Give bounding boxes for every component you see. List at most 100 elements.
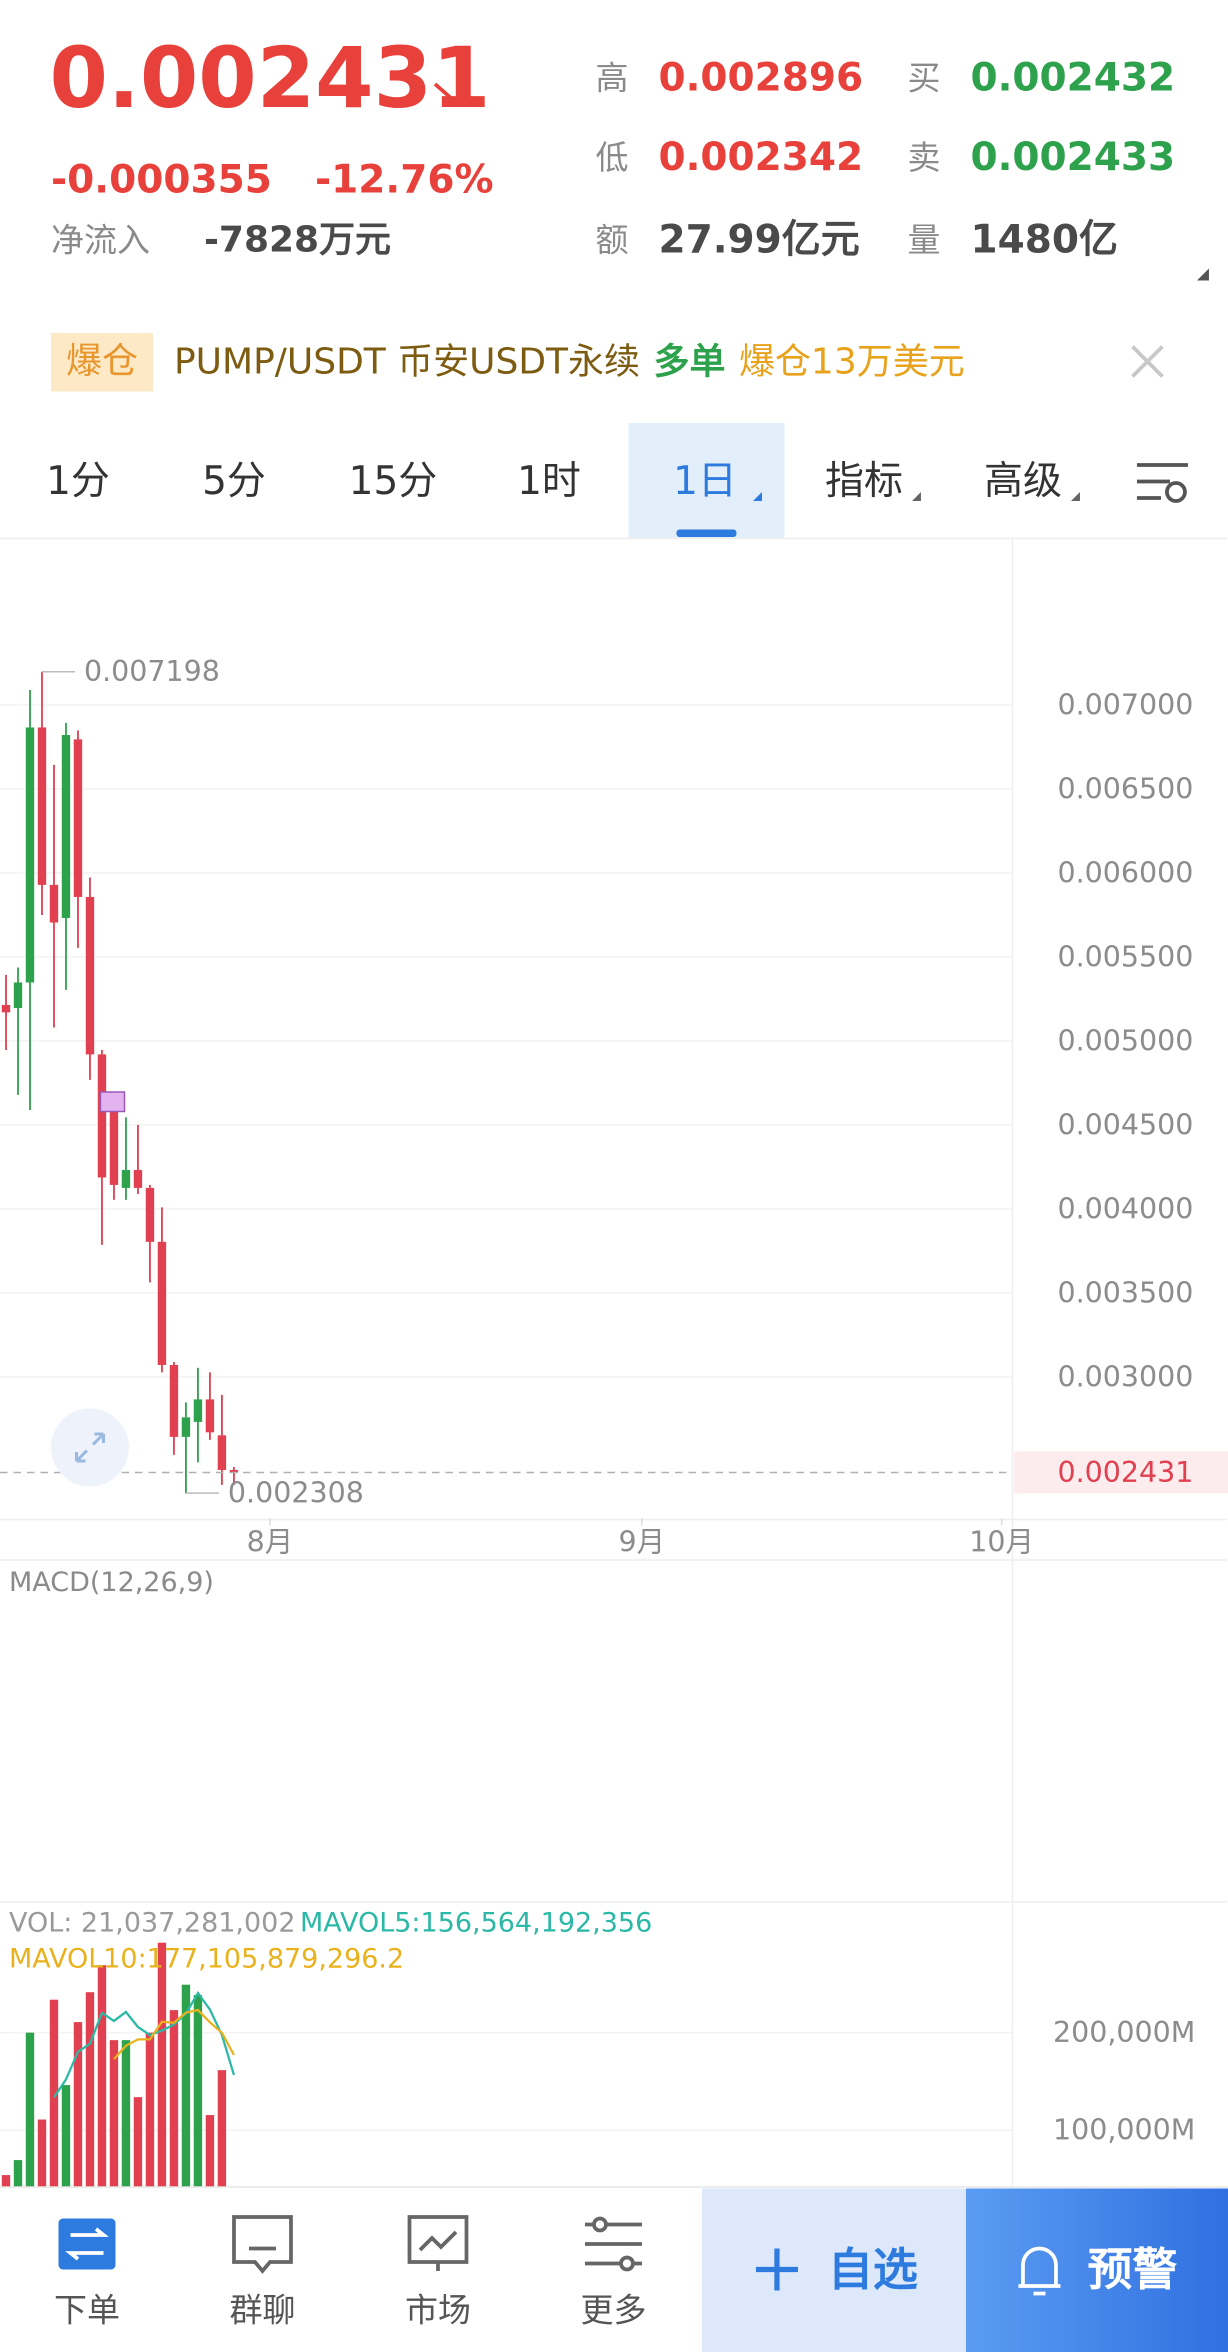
- alert-button[interactable]: [965, 2188, 1228, 2352]
- min-label: 0.002308: [228, 1477, 364, 1510]
- nav-label[interactable]: 下单: [54, 2290, 120, 2329]
- nav-label[interactable]: 更多: [580, 2290, 646, 2329]
- candle-body: [73, 739, 83, 897]
- change: -0.000355: [51, 157, 272, 202]
- candle-body: [1, 1004, 11, 1013]
- candle-body: [37, 727, 47, 885]
- candle-body: [157, 1241, 167, 1365]
- volume-legend: MAVOL5:156,564,192,356: [300, 1907, 652, 1938]
- volume-legend: VOL: 21,037,281,002: [9, 1907, 296, 1938]
- y-tick-label: 0.004000: [1057, 1192, 1193, 1225]
- x-tick-label: 10月: [969, 1525, 1034, 1558]
- watch-label[interactable]: 自选: [828, 2243, 918, 2296]
- stat-value: 0.002433: [970, 135, 1175, 180]
- stat-label: 卖: [907, 138, 940, 177]
- candle-body: [49, 884, 59, 923]
- tab[interactable]: 指标: [825, 459, 903, 504]
- banner-pair: PUMP/USDT 币安USDT永续: [174, 341, 640, 382]
- tab[interactable]: 15分: [349, 459, 438, 504]
- plus-icon: [755, 2248, 798, 2291]
- alert-label[interactable]: 预警: [1087, 2243, 1177, 2296]
- candle-body: [169, 1364, 179, 1437]
- more-icon-dot: [592, 2216, 608, 2233]
- chat-icon: [232, 2215, 293, 2274]
- y-tick-label: 0.004500: [1057, 1108, 1193, 1141]
- tab[interactable]: 1分: [46, 459, 110, 504]
- tab[interactable]: 高级: [984, 459, 1062, 504]
- fullscreen-button[interactable]: [50, 1408, 129, 1487]
- stat-value: 0.002896: [658, 55, 863, 100]
- tabs: 1分 5分 15分 1时 1日 指标 高级: [46, 423, 1080, 539]
- settings-icon[interactable]: [1136, 463, 1188, 503]
- net-inflow-label: 净流入: [51, 220, 150, 259]
- candle-body: [205, 1399, 215, 1433]
- volume-bar: [157, 1942, 167, 2228]
- stat-label: 量: [907, 220, 940, 259]
- max-label: 0.007198: [84, 655, 220, 688]
- nav: 下单 群聊 市场 更多: [54, 2290, 646, 2329]
- x-tick-label: 9月: [618, 1525, 665, 1558]
- stat-value: 27.99亿元: [658, 217, 859, 262]
- candle-body: [97, 1054, 107, 1178]
- fullscreen-icon: [74, 1432, 105, 1463]
- down-arrow: [433, 82, 461, 107]
- macd-title: MACD(12,26,9): [9, 1567, 214, 1598]
- market-icon: [407, 2215, 469, 2271]
- volume-bar: [61, 2085, 71, 2228]
- candle-body: [25, 727, 35, 983]
- candle-body: [145, 1187, 155, 1242]
- order-icon: [58, 2218, 116, 2270]
- y-tick-label: 0.007000: [1057, 688, 1193, 721]
- watch-button[interactable]: [701, 2188, 966, 2352]
- nav-label[interactable]: 市场: [405, 2290, 471, 2329]
- volume-bar: [109, 2040, 119, 2228]
- volume-bar: [121, 2040, 131, 2228]
- volume-bar: [97, 1965, 107, 2228]
- y-tick-label: 0.006000: [1057, 856, 1193, 889]
- x-tick-label: 8月: [247, 1525, 294, 1558]
- stat-value: 0.002432: [970, 55, 1175, 100]
- y-tick-label: 0.003000: [1057, 1360, 1193, 1393]
- candle-body: [217, 1435, 227, 1470]
- volume-bar: [133, 2097, 143, 2228]
- change-pct: -12.76%: [315, 157, 494, 202]
- volume-bar: [145, 2032, 155, 2228]
- tab[interactable]: 1时: [517, 459, 581, 504]
- y-tick-label: 200,000M: [1053, 2016, 1195, 2049]
- close-banner[interactable]: [1131, 345, 1164, 378]
- volume-legend: MAVOL10:177,105,879,296.2: [9, 1943, 404, 1974]
- ma-line: [53, 1991, 235, 2099]
- volume-bar: [217, 2070, 227, 2228]
- tab[interactable]: 1日: [673, 459, 737, 504]
- candle-body: [229, 1469, 239, 1473]
- candle-body: [13, 982, 23, 1009]
- tab[interactable]: 5分: [202, 459, 266, 504]
- y-tick-label: 0.006500: [1057, 772, 1193, 805]
- banner-amount: 爆仓13万美元: [739, 341, 965, 382]
- y-tick-label: 0.005000: [1057, 1024, 1193, 1057]
- stat-label: 低: [595, 138, 628, 177]
- volume-bar: [181, 1984, 191, 2228]
- nav-label[interactable]: 群聊: [230, 2290, 296, 2329]
- candle-body: [193, 1399, 203, 1422]
- volume-bar: [85, 1992, 95, 2228]
- tag-bg: [50, 333, 153, 392]
- active-tab-indicator: [676, 529, 737, 537]
- order-icon-arrows: [65, 2227, 109, 2261]
- y-tick-label: 0.003500: [1057, 1276, 1193, 1309]
- volume-bar: [37, 2119, 47, 2228]
- banner-side: 多单: [654, 341, 726, 382]
- candle-body: [121, 1169, 131, 1188]
- marker: [99, 1091, 126, 1113]
- dropdown-triangle: [752, 492, 762, 501]
- candle-body: [61, 735, 71, 918]
- active-tab-bg: [628, 423, 785, 539]
- stats: 高 0.002896 低 0.002342 额 27.99亿元 买 0.002432 卖 0.00…: [595, 55, 1175, 262]
- dropdown-triangle: [1070, 492, 1080, 501]
- stat-label: 买: [907, 58, 940, 97]
- volume-bar: [73, 2022, 83, 2228]
- volume-bar: [205, 2115, 215, 2228]
- dropdown-triangle: [911, 492, 921, 501]
